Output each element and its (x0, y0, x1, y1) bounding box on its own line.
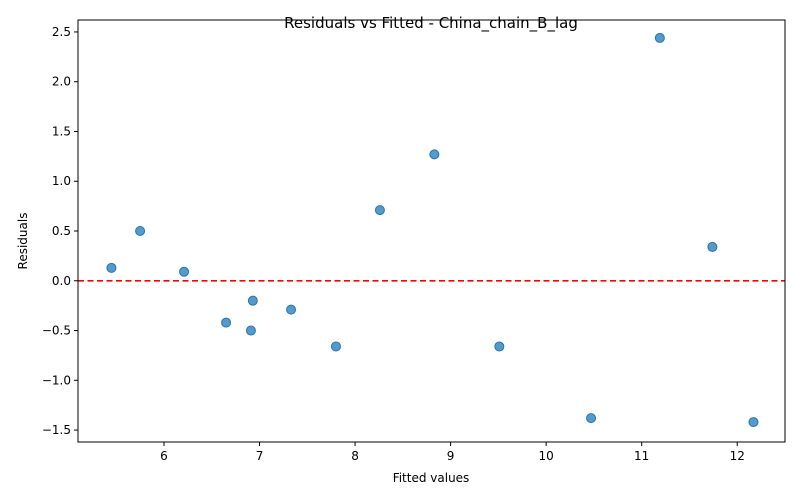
y-tick-label: 1.0 (52, 174, 71, 188)
data-point (586, 413, 597, 424)
x-tick-label: 7 (256, 449, 264, 463)
chart-title: Residuals vs Fitted - China_chain_B_lag (284, 14, 578, 33)
data-point (247, 295, 258, 306)
data-point (245, 325, 256, 336)
x-tick-label: 10 (539, 449, 554, 463)
y-tick-label: 0.0 (52, 274, 71, 288)
y-tick-label: 1.5 (52, 124, 71, 138)
y-tick-label: −1.5 (42, 423, 71, 437)
data-point (707, 241, 718, 252)
y-tick-label: 2.5 (52, 25, 71, 39)
x-tick-label: 12 (730, 449, 745, 463)
data-point (374, 205, 385, 216)
x-axis-label: Fitted values (393, 471, 470, 485)
data-point (221, 317, 232, 328)
data-point (286, 304, 297, 315)
x-tick-label: 11 (634, 449, 649, 463)
y-axis-label: Residuals (16, 213, 30, 270)
data-point (654, 32, 665, 43)
data-point (135, 226, 146, 236)
data-point (429, 149, 440, 160)
y-tick-label: −0.5 (42, 324, 71, 338)
data-point (494, 341, 505, 352)
data-point (748, 417, 759, 428)
x-tick-label: 6 (160, 449, 168, 463)
x-tick-label: 8 (351, 449, 359, 463)
data-point (106, 262, 117, 273)
plot-area: 6 7 8 9 10 11 12 −1.5 −1.0 −0.5 0.0 0.5 1.0 1.5 2.0 2.5 (42, 25, 785, 463)
y-tick-label: −1.0 (42, 373, 71, 387)
plot-frame (77, 19, 786, 443)
x-tick-label: 9 (447, 449, 455, 463)
data-point (330, 341, 341, 352)
data-point (179, 266, 190, 277)
y-tick-label: 0.5 (52, 224, 71, 238)
y-tick-label: 2.0 (52, 75, 71, 89)
